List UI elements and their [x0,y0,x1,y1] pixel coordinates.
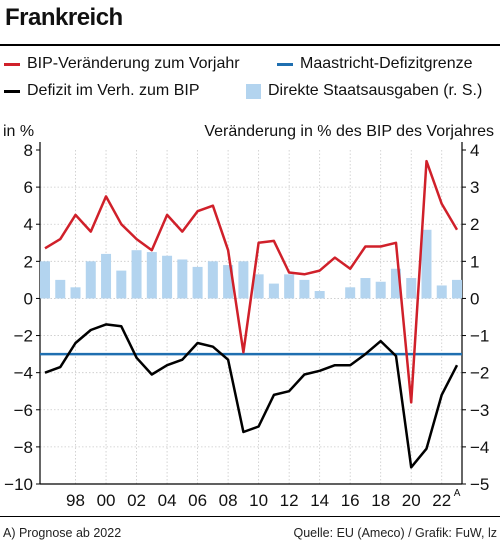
series-lines [40,159,462,469]
spending-bar [101,253,112,299]
x-axis-ticks: 98 00 02 04 06 08 10 12 14 16 18 20 22 A [66,488,461,510]
legend-maastricht-label: Maastricht-Defizitgrenze [300,55,473,72]
footer-divider [0,516,500,517]
left-tick-label: −4 [14,364,33,383]
right-tick-label: 3 [470,178,479,197]
legend-spending: Direkte Staatsausgaben (r. S.) [246,82,482,100]
spending-bar [345,287,356,299]
title-divider [0,44,500,46]
right-tick-label: −1 [470,327,489,346]
source-credit: Quelle: EU (Ameco) / Grafik: FuW, lz [293,526,497,540]
spending-bar [268,283,279,299]
right-tick-label: −2 [470,364,489,383]
x-tick-superscript: A [454,488,461,499]
x-tick-label: 20 [402,491,421,510]
left-tick-label: −6 [14,401,33,420]
spending-bar [284,274,295,299]
legend-spending-swatch [246,83,261,99]
right-axis-title: Veränderung in % des BIP des Vorjahres [204,123,494,140]
spending-bar [223,265,234,299]
spending-bar [40,261,50,299]
right-tick-label: 0 [470,289,479,308]
spending-bar [406,278,417,299]
left-tick-label: −8 [14,438,33,457]
x-tick-label: 10 [249,491,268,510]
legend-deficit: Defizit im Verh. zum BIP [4,82,200,100]
left-tick-label: 0 [24,289,33,308]
legend-deficit-swatch [4,89,20,93]
right-tick-label: −5 [470,475,489,494]
right-axis-ticks: 4 3 2 1 0 −1 −2 −3 −4 −5 [462,141,489,494]
left-axis-ticks: 8 6 4 2 0 −2 −4 −6 −8 −10 [4,141,40,494]
legend-maastricht: Maastricht-Defizitgrenze [277,55,473,73]
left-tick-label: 2 [24,252,33,271]
legend-maastricht-swatch [277,62,293,66]
x-tick-label: 16 [341,491,360,510]
spending-bar [162,255,173,299]
spending-bar [238,261,249,299]
left-tick-label: 6 [24,178,33,197]
x-tick-label: 02 [127,491,146,510]
spending-bar [207,261,218,299]
spending-bar [314,291,325,299]
spending-bar [85,261,96,299]
x-tick-label: 18 [371,491,390,510]
legend-gdp-label: BIP-Veränderung zum Vorjahr [27,55,240,72]
left-axis-title: in % [3,123,34,140]
right-tick-label: −4 [470,438,489,457]
spending-bar [131,250,142,299]
x-tick-label: 12 [280,491,299,510]
spending-bar [452,279,462,299]
right-tick-label: 1 [470,252,479,271]
right-tick-label: −3 [470,401,489,420]
spending-bar [299,279,310,299]
spending-bar [436,285,447,299]
left-tick-label: −2 [14,327,33,346]
spending-bar [146,252,157,299]
spending-bar [421,229,432,299]
spending-bar [375,281,386,299]
x-tick-label: 08 [219,491,238,510]
right-tick-label: 4 [470,141,479,160]
x-tick-label: 06 [188,491,207,510]
gdp-change-line [44,159,459,404]
spending-bar [116,270,127,299]
x-tick-label: 04 [158,491,177,510]
spending-bar [360,278,371,299]
legend-gdp-swatch [4,62,20,66]
spending-bar [177,259,188,299]
left-tick-label: −10 [4,475,33,494]
x-tick-label: 22 [432,491,451,510]
x-tick-label: 14 [310,491,329,510]
spending-bars [40,229,462,299]
x-tick-label: 98 [66,491,85,510]
spending-bar [55,279,66,299]
spending-bar [390,268,401,299]
footnote: A) Prognose ab 2022 [3,526,122,540]
spending-bar [253,274,264,299]
chart-title: Frankreich [5,4,123,31]
spending-bar [192,266,203,299]
right-tick-label: 2 [470,215,479,234]
left-tick-label: 8 [24,141,33,160]
x-tick-label: 00 [97,491,116,510]
legend-gdp-change: BIP-Veränderung zum Vorjahr [4,55,240,73]
gridlines [39,142,463,485]
legend-spending-label: Direkte Staatsausgaben (r. S.) [268,82,483,99]
deficit-line [44,323,459,469]
spending-bar [70,287,81,299]
legend-deficit-label: Defizit im Verh. zum BIP [27,82,200,99]
left-tick-label: 4 [24,215,33,234]
